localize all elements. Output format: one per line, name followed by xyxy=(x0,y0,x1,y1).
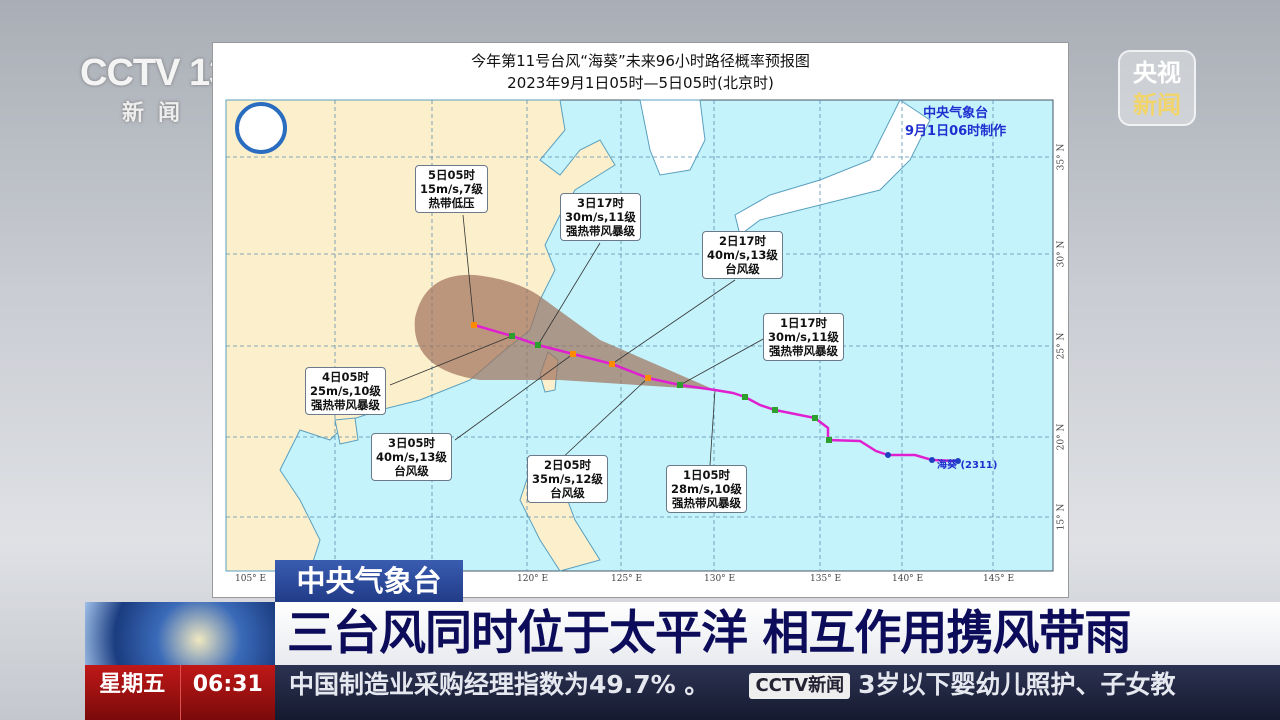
forecast-label: 3日05时 40m/s,13级 台风级 xyxy=(371,433,452,481)
track-point xyxy=(955,458,961,464)
map-subtitle: 2023年9月1日05时—5日05时(北京时) xyxy=(507,74,774,92)
forecast-point xyxy=(609,361,615,367)
past-track-points xyxy=(742,394,961,464)
forecast-label: 2日17时 40m/s,13级 台风级 xyxy=(702,231,783,279)
forecast-label: 4日05时 25m/s,10级 强热带风暴级 xyxy=(305,367,386,415)
forecast-label: 2日05时 35m/s,12级 台风级 xyxy=(527,455,608,503)
corner-logo-bottom: 新闻 xyxy=(1133,91,1181,119)
forecast-point xyxy=(645,375,651,381)
lat-tick: 20° N xyxy=(1056,423,1067,451)
lon-tick: 105° E xyxy=(235,574,267,584)
lon-tick: 140° E xyxy=(892,574,924,584)
ticker-text: 中国制造业采购经理指数为49.7% 。 xyxy=(289,670,710,699)
typhoon-name: 海葵 xyxy=(937,460,957,471)
typhoon-name-tag: 海葵 (2311) xyxy=(937,456,997,471)
lat-tick: 35° N xyxy=(1056,143,1067,171)
korea xyxy=(639,99,706,176)
lon-tick: 130° E xyxy=(704,574,736,584)
forecast-point xyxy=(677,382,683,388)
track-point xyxy=(772,407,778,413)
cctv13-logo: CCTV 13 新闻 xyxy=(80,52,230,127)
headline: 三台风同时位于太平洋 相互作用携风带雨 xyxy=(275,602,1280,665)
probability-cone xyxy=(414,274,715,390)
lon-tick: 125° E xyxy=(611,574,643,584)
track-point xyxy=(929,457,935,463)
ticker-text: 3岁以下婴幼儿照护、子女教 xyxy=(858,670,1176,699)
forecast-point xyxy=(535,342,541,348)
source-tag: 中央气象台 xyxy=(275,560,463,602)
ticker-logo: CCTV新闻 xyxy=(749,673,851,699)
lon-tick: 135° E xyxy=(810,574,842,584)
forecast-label: 5日05时 15m/s,7级 热带低压 xyxy=(415,165,488,213)
leader-lines xyxy=(389,214,766,466)
forecast-point xyxy=(471,322,477,328)
hainan xyxy=(334,417,359,445)
forecast-points xyxy=(471,322,683,388)
forecast-label: 1日05时 28m/s,10级 强热带风暴级 xyxy=(666,465,747,513)
track-point xyxy=(826,437,832,443)
clock: 06:31 xyxy=(179,665,276,720)
agency-name: 中央气象台 xyxy=(923,106,989,121)
corner-logo-top: 央视 xyxy=(1133,59,1181,87)
graticule xyxy=(226,100,1053,571)
typhoon-track xyxy=(473,323,959,463)
issue-time: 9月1日06时制作 xyxy=(905,124,1007,139)
lat-tick: 25° N xyxy=(1056,332,1067,360)
lat-tick: 30° N xyxy=(1056,240,1067,268)
globe-graphic xyxy=(85,602,275,665)
lat-tick: 15° N xyxy=(1056,503,1067,531)
channel-logo-text: CCTV 13 xyxy=(80,52,230,94)
channel-sub-text: 新闻 xyxy=(122,100,195,125)
day-time-box: 星期五 06:31 xyxy=(85,665,275,720)
news-ticker: 中国制造业采购经理指数为49.7% 。 CCTV新闻 3岁以下婴幼儿照护、子女教 xyxy=(275,665,1280,720)
cma-logo xyxy=(235,102,287,154)
lon-tick: 120° E xyxy=(517,574,549,584)
track-point xyxy=(885,452,891,458)
typhoon-id: (2311) xyxy=(960,460,998,471)
yangshi-xinwen-logo: 央视 新闻 xyxy=(1118,50,1196,126)
forecast-point xyxy=(570,351,576,357)
agency-stamp: 中央气象台 9月1日06时制作 xyxy=(905,105,1006,141)
track-point xyxy=(742,394,748,400)
track-point xyxy=(812,415,818,421)
lon-tick: 145° E xyxy=(983,574,1015,584)
forecast-point xyxy=(509,333,515,339)
weekday: 星期五 xyxy=(99,672,166,697)
forecast-label: 3日17时 30m/s,11级 强热带风暴级 xyxy=(560,193,641,241)
map-title: 今年第11号台风“海葵”未来96小时路径概率预报图 xyxy=(471,52,810,70)
forecast-label: 1日17时 30m/s,11级 强热带风暴级 xyxy=(763,313,844,361)
